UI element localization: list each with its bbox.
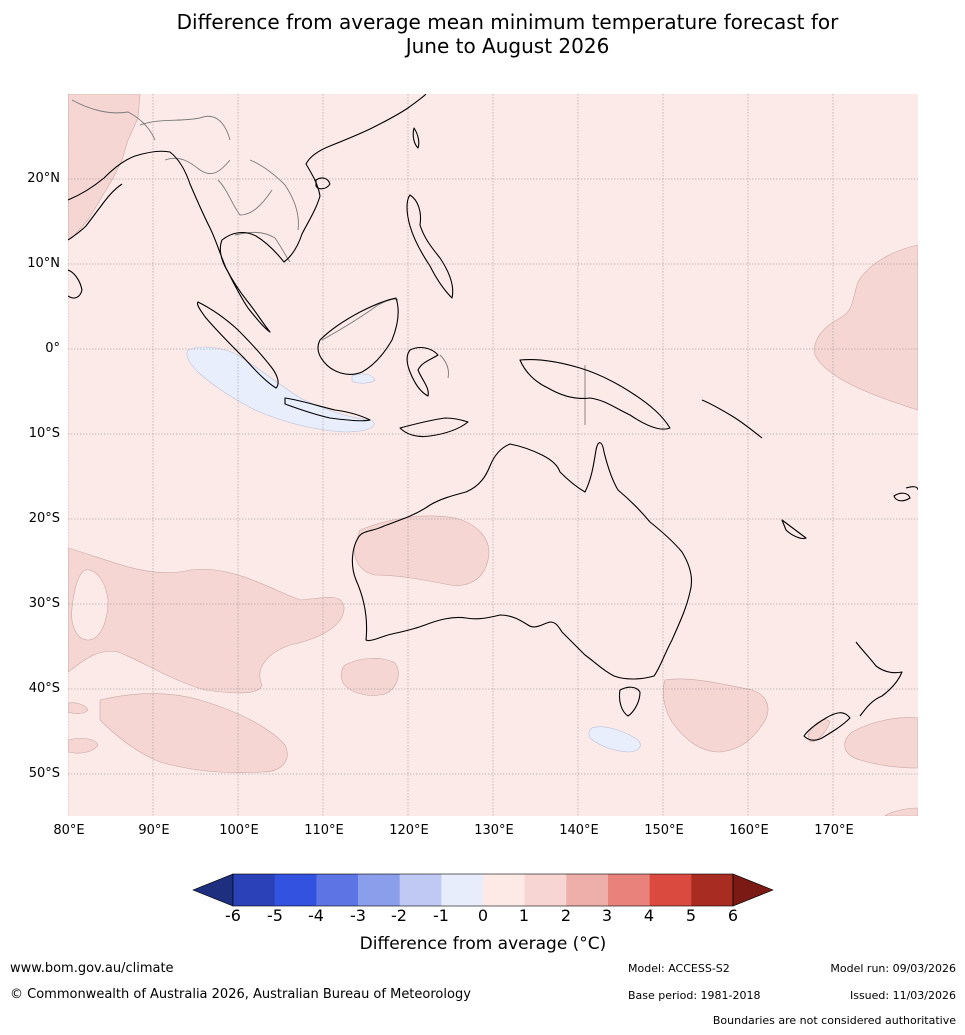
lon-label-130e: 130°E — [474, 823, 514, 838]
lat-label-50s: 50°S — [28, 766, 60, 781]
warm-region-indian-ocean-30s — [68, 547, 345, 694]
footer-model: Model: ACCESS-S2 — [628, 962, 730, 975]
colorbar-tick-3: 3 — [601, 906, 613, 925]
coast-solomons — [701, 399, 763, 439]
warm-region-pacific-equator — [814, 244, 918, 411]
coast-new-caledonia — [781, 519, 807, 540]
national-borders — [71, 99, 586, 425]
chart-title: Difference from average mean minimum tem… — [0, 10, 965, 58]
lat-label-30s: 30°S — [28, 596, 60, 611]
neutral-holes — [71, 569, 109, 641]
coast-mainland-asia — [68, 94, 427, 333]
cool-region-borneo-south — [351, 373, 376, 384]
colorbar-tick-1: 1 — [518, 906, 530, 925]
lat-label-40s: 40°S — [28, 681, 60, 696]
coastlines — [68, 94, 918, 741]
title-line-1: Difference from average mean minimum tem… — [176, 10, 839, 34]
colorbar-tick-minus-6: -6 — [225, 906, 241, 925]
footer-base-period: Base period: 1981-2018 — [628, 989, 761, 1002]
coast-new-zealand-north — [855, 641, 903, 717]
coast-new-guinea — [519, 358, 671, 430]
lon-label-140e: 140°E — [559, 823, 599, 838]
lon-label-90e: 90°E — [138, 823, 170, 838]
lat-label-10s: 10°S — [28, 426, 60, 441]
warm-region-west-small-1 — [68, 702, 89, 714]
coast-india — [68, 183, 123, 241]
neutral-hole-indian-ocean — [71, 569, 109, 641]
warm-region-west-australia — [354, 515, 490, 586]
colorbar-tick-minus-4: -4 — [308, 906, 324, 925]
warm-anomaly-regions — [68, 94, 918, 816]
lon-label-110e: 110°E — [304, 823, 344, 838]
coast-new-zealand-south — [803, 712, 851, 741]
warm-region-south-edge — [884, 807, 918, 816]
footer-disclaimer: Boundaries are not considered authoritat… — [712, 1014, 956, 1027]
lat-label-10n: 10°N — [27, 256, 60, 271]
coast-tasmania — [618, 686, 641, 717]
colorbar-tick-2: 2 — [560, 906, 572, 925]
lat-label-20s: 20°S — [28, 511, 60, 526]
coast-australia — [351, 442, 693, 680]
coast-fiji-east — [905, 486, 918, 491]
colorbar-tick-minus-1: -1 — [433, 906, 449, 925]
cool-anomaly-regions — [186, 346, 641, 753]
coast-sulawesi — [406, 346, 439, 397]
colorbar-tick-0: 0 — [477, 906, 489, 925]
coast-sumatra — [196, 301, 279, 389]
warm-region-west-small-2 — [68, 738, 99, 754]
graticule — [68, 94, 918, 816]
coast-java — [284, 397, 371, 422]
colorbar-tick-4: 4 — [643, 906, 655, 925]
coast-borneo — [317, 297, 399, 375]
colorbar-tick-6: 6 — [727, 906, 739, 925]
lat-label-20n: 20°N — [27, 171, 60, 186]
coast-sri-lanka — [68, 269, 83, 299]
colorbar-label: Difference from average (°C) — [359, 934, 607, 954]
footer-website: www.bom.gov.au/climate — [10, 961, 174, 976]
coast-timor-flores — [399, 417, 469, 438]
coast-hainan — [315, 177, 331, 190]
coast-philippines — [406, 194, 454, 299]
warm-region-great-bight — [340, 658, 399, 696]
footer-issued: Issued: 11/03/2026 — [849, 989, 956, 1002]
colorbar-tick-minus-2: -2 — [391, 906, 407, 925]
lon-label-80e: 80°E — [53, 823, 85, 838]
lon-label-170e: 170°E — [814, 823, 854, 838]
footer-model-run: Model run: 09/03/2026 — [830, 962, 956, 975]
title-line-2: June to August 2026 — [405, 34, 610, 58]
footer-copyright: © Commonwealth of Australia 2026, Austra… — [10, 987, 471, 1002]
warm-region-indian-ocean-45s — [99, 693, 288, 773]
lat-label-0: 0° — [45, 341, 60, 356]
warm-region-tasman — [662, 678, 769, 753]
cool-region-south-ocean — [588, 726, 641, 753]
colorbar-tick-5: 5 — [685, 906, 697, 925]
coast-taiwan — [412, 127, 420, 149]
lon-label-150e: 150°E — [644, 823, 684, 838]
warm-region-east-nz — [844, 717, 918, 769]
lon-label-100e: 100°E — [219, 823, 259, 838]
colorbar-tick-minus-5: -5 — [267, 906, 283, 925]
colorbar-tick-minus-3: -3 — [350, 906, 366, 925]
lon-label-120e: 120°E — [389, 823, 429, 838]
lon-label-160e: 160°E — [729, 823, 769, 838]
coast-fiji — [893, 492, 911, 502]
